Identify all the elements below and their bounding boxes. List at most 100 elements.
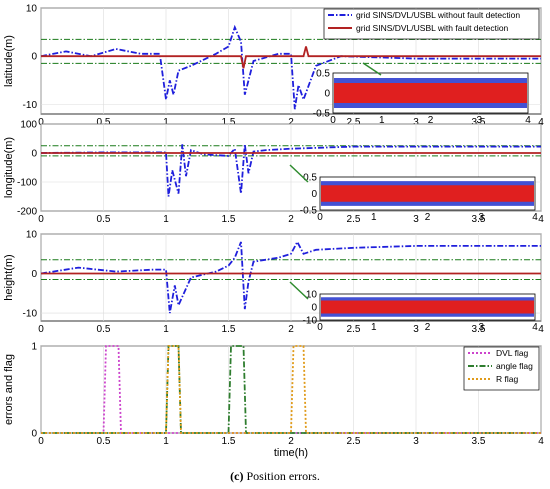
inset-y-tick-label: 10 [306,290,318,301]
inset-x-tick-label: 4 [532,322,538,333]
inset-y-tick-label: 0 [311,303,317,314]
y-tick-label: 0 [31,269,37,280]
x-tick-label: 0 [38,436,44,447]
x-tick-label: 2.5 [347,214,361,225]
x-tick-label: 0.5 [97,324,111,335]
y-axis-label: height(m) [3,254,15,300]
inset-y-tick-label: -10 [303,316,318,327]
inset-red-band [334,83,527,103]
x-tick-label: 3 [413,436,419,447]
legend-label: angle flag [496,361,533,371]
inset-arrow [362,62,382,76]
y-tick-label: 0 [31,149,37,160]
x-tick-label: 3 [413,324,419,335]
series-line-1 [40,144,541,197]
x-tick-label: 4 [538,214,544,225]
x-tick-label: 1 [163,214,169,225]
inset-red-band [321,185,534,202]
legend-label: R flag [496,374,518,384]
y-axis-label: errors and flag [3,354,15,425]
legend-label: grid SINS/DVL/USBL with fault detection [356,23,509,33]
x-tick-label: 2.5 [347,117,361,128]
x-tick-label: 0.5 [97,436,111,447]
y-tick-label: 0 [31,429,37,440]
y-tick-label: 1 [31,342,37,353]
series-line-3 [41,345,541,434]
inset-y-tick-label: 0 [311,189,317,200]
x-tick-label: 1.5 [222,436,236,447]
x-tick-label: 2 [288,436,294,447]
x-tick-label: 4 [538,117,544,128]
y-tick-label: -100 [17,178,37,189]
x-tick-label: 2 [288,214,294,225]
caption-tag: (c) [230,469,244,483]
x-tick-label: 0 [38,324,44,335]
x-tick-label: 1 [163,436,169,447]
x-tick-label: 3.5 [472,436,486,447]
x-tick-label: 3.5 [472,324,486,335]
x-tick-label: 2 [288,117,294,128]
y-tick-label: -10 [23,100,38,111]
legend-box [323,8,540,40]
series-line-2 [41,345,541,434]
x-tick-label: 0.5 [97,214,111,225]
x-tick-label: 3 [413,214,419,225]
x-tick-label: 0 [38,117,44,128]
x-tick-label: 1 [163,324,169,335]
inset-x-tick-label: 0 [317,212,323,223]
x-tick-label: 2.5 [347,324,361,335]
legend-label: DVL flag [496,348,529,358]
y-tick-label: 100 [20,120,37,131]
inset-x-tick-label: 4 [532,212,538,223]
series-line-1 [40,24,541,110]
x-tick-label: 3.5 [472,117,486,128]
inset-x-tick-label: 1 [371,322,377,333]
x-tick-label: 0.5 [97,117,111,128]
y-tick-label: 10 [26,230,38,241]
inset-y-tick-label: 0.5 [303,173,317,184]
inset-x-tick-label: 0 [317,322,323,333]
x-tick-label: 1.5 [222,117,236,128]
inset-x-tick-label: 0 [330,115,336,126]
series-line-1 [40,239,541,314]
x-tick-label: 1.5 [222,214,236,225]
y-axis-label: latitude(m) [3,35,15,87]
inset-red-band [321,300,534,314]
inset-x-tick-label: 3 [478,212,484,223]
figure-caption: (c) Position errors. [0,469,550,484]
x-tick-label: 2 [288,324,294,335]
inset-x-tick-label: 3 [478,322,484,333]
y-axis-label: longitude(m) [3,137,15,198]
x-tick-label: 4 [538,324,544,335]
inset-arrow [289,281,309,300]
x-axis-label: time(h) [274,447,308,459]
x-tick-label: 3.5 [472,214,486,225]
y-tick-label: -10 [23,309,38,320]
legend-label: grid SINS/DVL/USBL without fault detecti… [356,10,520,20]
series-line-2 [41,46,541,69]
x-tick-label: 1 [163,117,169,128]
inset-arrow [289,164,309,183]
x-tick-label: 2.5 [347,436,361,447]
x-tick-label: 1.5 [222,324,236,335]
x-tick-label: 4 [538,436,544,447]
inset-y-tick-label: -0.5 [313,109,331,120]
inset-x-tick-label: 2 [428,115,434,126]
inset-x-tick-label: 1 [371,212,377,223]
inset-y-tick-label: 0 [324,89,330,100]
x-tick-label: 3 [413,117,419,128]
inset-y-tick-label: 0.5 [316,69,330,80]
x-tick-label: 0 [38,214,44,225]
y-tick-label: -200 [17,207,37,218]
inset-x-tick-label: 2 [425,322,431,333]
y-tick-label: 0 [31,52,37,63]
inset-x-tick-label: 3 [476,115,482,126]
inset-y-tick-label: -0.5 [300,206,318,217]
inset-x-tick-label: 2 [425,212,431,223]
y-tick-label: 10 [26,4,38,15]
inset-x-tick-label: 4 [525,115,531,126]
legend-box [463,346,540,391]
caption-text: Position errors. [246,469,320,483]
inset-x-tick-label: 1 [379,115,385,126]
